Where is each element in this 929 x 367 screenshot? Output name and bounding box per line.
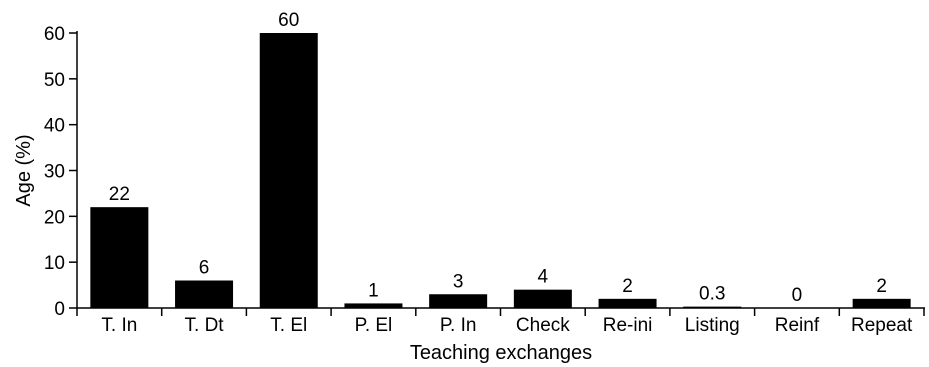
- y-tick-label: 50: [44, 70, 65, 91]
- bar: [259, 33, 318, 308]
- bar-value-label: 4: [538, 267, 549, 288]
- x-tick-label: Reinf: [775, 315, 820, 336]
- bar: [90, 207, 149, 308]
- y-tick-label: 60: [44, 24, 65, 45]
- x-tick-label: T. Dt: [185, 315, 225, 336]
- y-tick-label: 30: [44, 162, 65, 183]
- x-axis-title: Teaching exchanges: [410, 342, 592, 364]
- bar: [852, 298, 911, 308]
- bar-value-label: 6: [199, 258, 210, 279]
- bar: [175, 280, 234, 308]
- bar-value-label: 60: [278, 10, 299, 31]
- y-tick-label: 0: [54, 299, 65, 320]
- x-tick-label: T. In: [101, 315, 137, 336]
- bar-value-label: 2: [622, 276, 633, 297]
- bar: [683, 306, 742, 308]
- y-tick-label: 40: [44, 116, 65, 137]
- x-tick-label: Check: [516, 315, 570, 336]
- x-axis: T. In T. Dt T. El P. El P. In Check Re-ini List…: [76, 307, 925, 336]
- x-tick-label: P. In: [440, 315, 477, 336]
- y-axis: 0 10 20 30 40 50 60: [44, 24, 78, 320]
- x-tick-label: T. El: [270, 315, 307, 336]
- bar-value-label: 0: [792, 285, 803, 306]
- bar-value-label: 3: [453, 271, 464, 292]
- data-labels: 22 6 60 1 3 4 2 0.3 0 2: [109, 10, 887, 306]
- bars: [90, 33, 911, 308]
- y-axis-title: Age (%): [13, 134, 35, 206]
- y-tick-label: 20: [44, 207, 65, 228]
- x-tick-label: Repeat: [851, 315, 913, 336]
- bar: [513, 289, 572, 308]
- x-tick-label: P. El: [355, 315, 393, 336]
- bar-value-label: 22: [109, 184, 130, 205]
- x-tick-label: Listing: [685, 315, 740, 336]
- y-tick-label: 10: [44, 253, 65, 274]
- bar: [344, 303, 403, 308]
- bar: [429, 294, 488, 308]
- bar-value-label: 1: [368, 280, 379, 301]
- bar: [598, 298, 657, 308]
- bar-value-label: 0.3: [699, 284, 725, 305]
- bar-value-label: 2: [876, 276, 887, 297]
- x-tick-label: Re-ini: [603, 315, 653, 336]
